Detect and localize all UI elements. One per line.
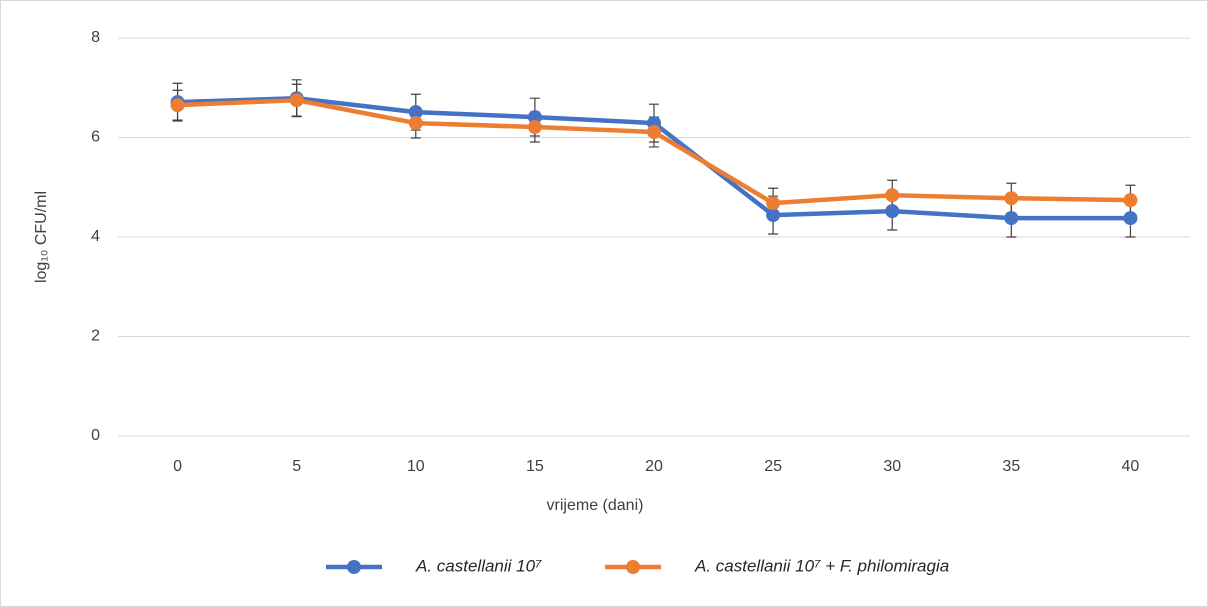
x-tick-label: 25 xyxy=(764,458,782,475)
x-tick-label: 15 xyxy=(526,458,544,475)
marker xyxy=(527,120,542,135)
marker xyxy=(289,93,304,108)
marker xyxy=(885,204,900,219)
legend-label: A. castellanii 10⁷ + F. philomiragia xyxy=(694,556,949,575)
x-tick-label: 10 xyxy=(407,458,425,475)
marker xyxy=(766,196,781,211)
marker xyxy=(766,208,781,223)
y-tick-label: 2 xyxy=(91,328,100,345)
marker xyxy=(170,98,185,113)
marker xyxy=(527,110,542,125)
x-tick-label: 40 xyxy=(1122,458,1140,475)
marker xyxy=(1004,211,1019,226)
marker xyxy=(1123,193,1138,208)
marker xyxy=(1123,211,1138,226)
marker xyxy=(885,188,900,203)
legend-marker xyxy=(347,560,361,574)
legend-marker xyxy=(626,560,640,574)
x-tick-label: 30 xyxy=(883,458,901,475)
y-tick-label: 4 xyxy=(91,228,100,245)
marker xyxy=(1004,191,1019,206)
legend-label: A. castellanii 10⁷ xyxy=(415,556,542,575)
x-tick-label: 35 xyxy=(1002,458,1020,475)
y-tick-label: 6 xyxy=(91,129,100,146)
x-axis-label: vrijeme (dani) xyxy=(547,497,644,514)
x-tick-label: 5 xyxy=(292,458,301,475)
y-tick-label: 0 xyxy=(91,427,100,444)
marker xyxy=(408,105,423,120)
x-tick-label: 0 xyxy=(173,458,182,475)
x-tick-label: 20 xyxy=(645,458,663,475)
marker xyxy=(408,116,423,131)
marker xyxy=(647,125,661,140)
y-axis-label: log₁₀ CFU/ml xyxy=(33,191,50,283)
y-tick-label: 8 xyxy=(91,29,100,46)
